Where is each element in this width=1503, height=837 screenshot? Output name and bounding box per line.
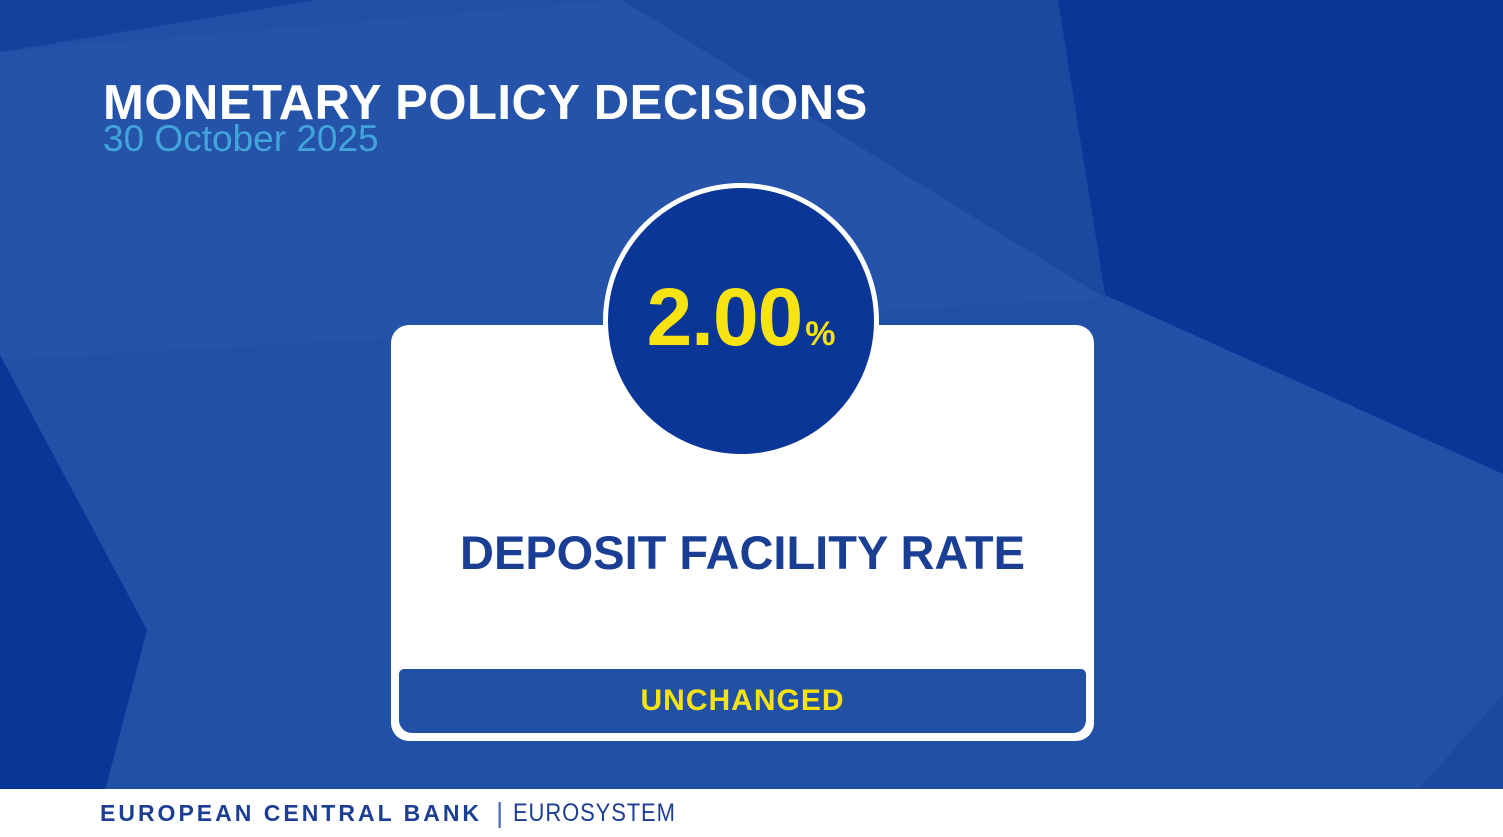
decision-badge-label: UNCHANGED xyxy=(640,684,845,717)
rate-value-group: 2.00 % xyxy=(647,277,836,359)
background-corner-bottom-right xyxy=(1400,695,1503,810)
rate-name-label: DEPOSIT FACILITY RATE xyxy=(460,526,1025,579)
footer-system-name: EUROSYSTEM xyxy=(513,798,677,827)
footer-bar: EUROPEAN CENTRAL BANK | EUROSYSTEM xyxy=(0,789,1503,837)
background-dark-right-polygon xyxy=(1058,0,1503,474)
rate-card: DEPOSIT FACILITY RATE UNCHANGED xyxy=(391,325,1094,741)
rate-value: 2.00 xyxy=(646,272,804,363)
background-corner-triangle xyxy=(0,0,317,52)
footer-separator: | xyxy=(496,797,504,828)
decision-date: 30 October 2025 xyxy=(103,118,379,159)
footer-bank-name: EUROPEAN CENTRAL BANK xyxy=(100,799,483,826)
background-band-triangle xyxy=(622,0,1105,298)
background-chevron-left xyxy=(0,355,147,810)
decision-badge: UNCHANGED xyxy=(399,669,1086,733)
page-title: MONETARY POLICY DECISIONS xyxy=(103,75,868,130)
rate-circle: 2.00 % xyxy=(603,183,879,459)
rate-percent-sign: % xyxy=(805,315,836,353)
